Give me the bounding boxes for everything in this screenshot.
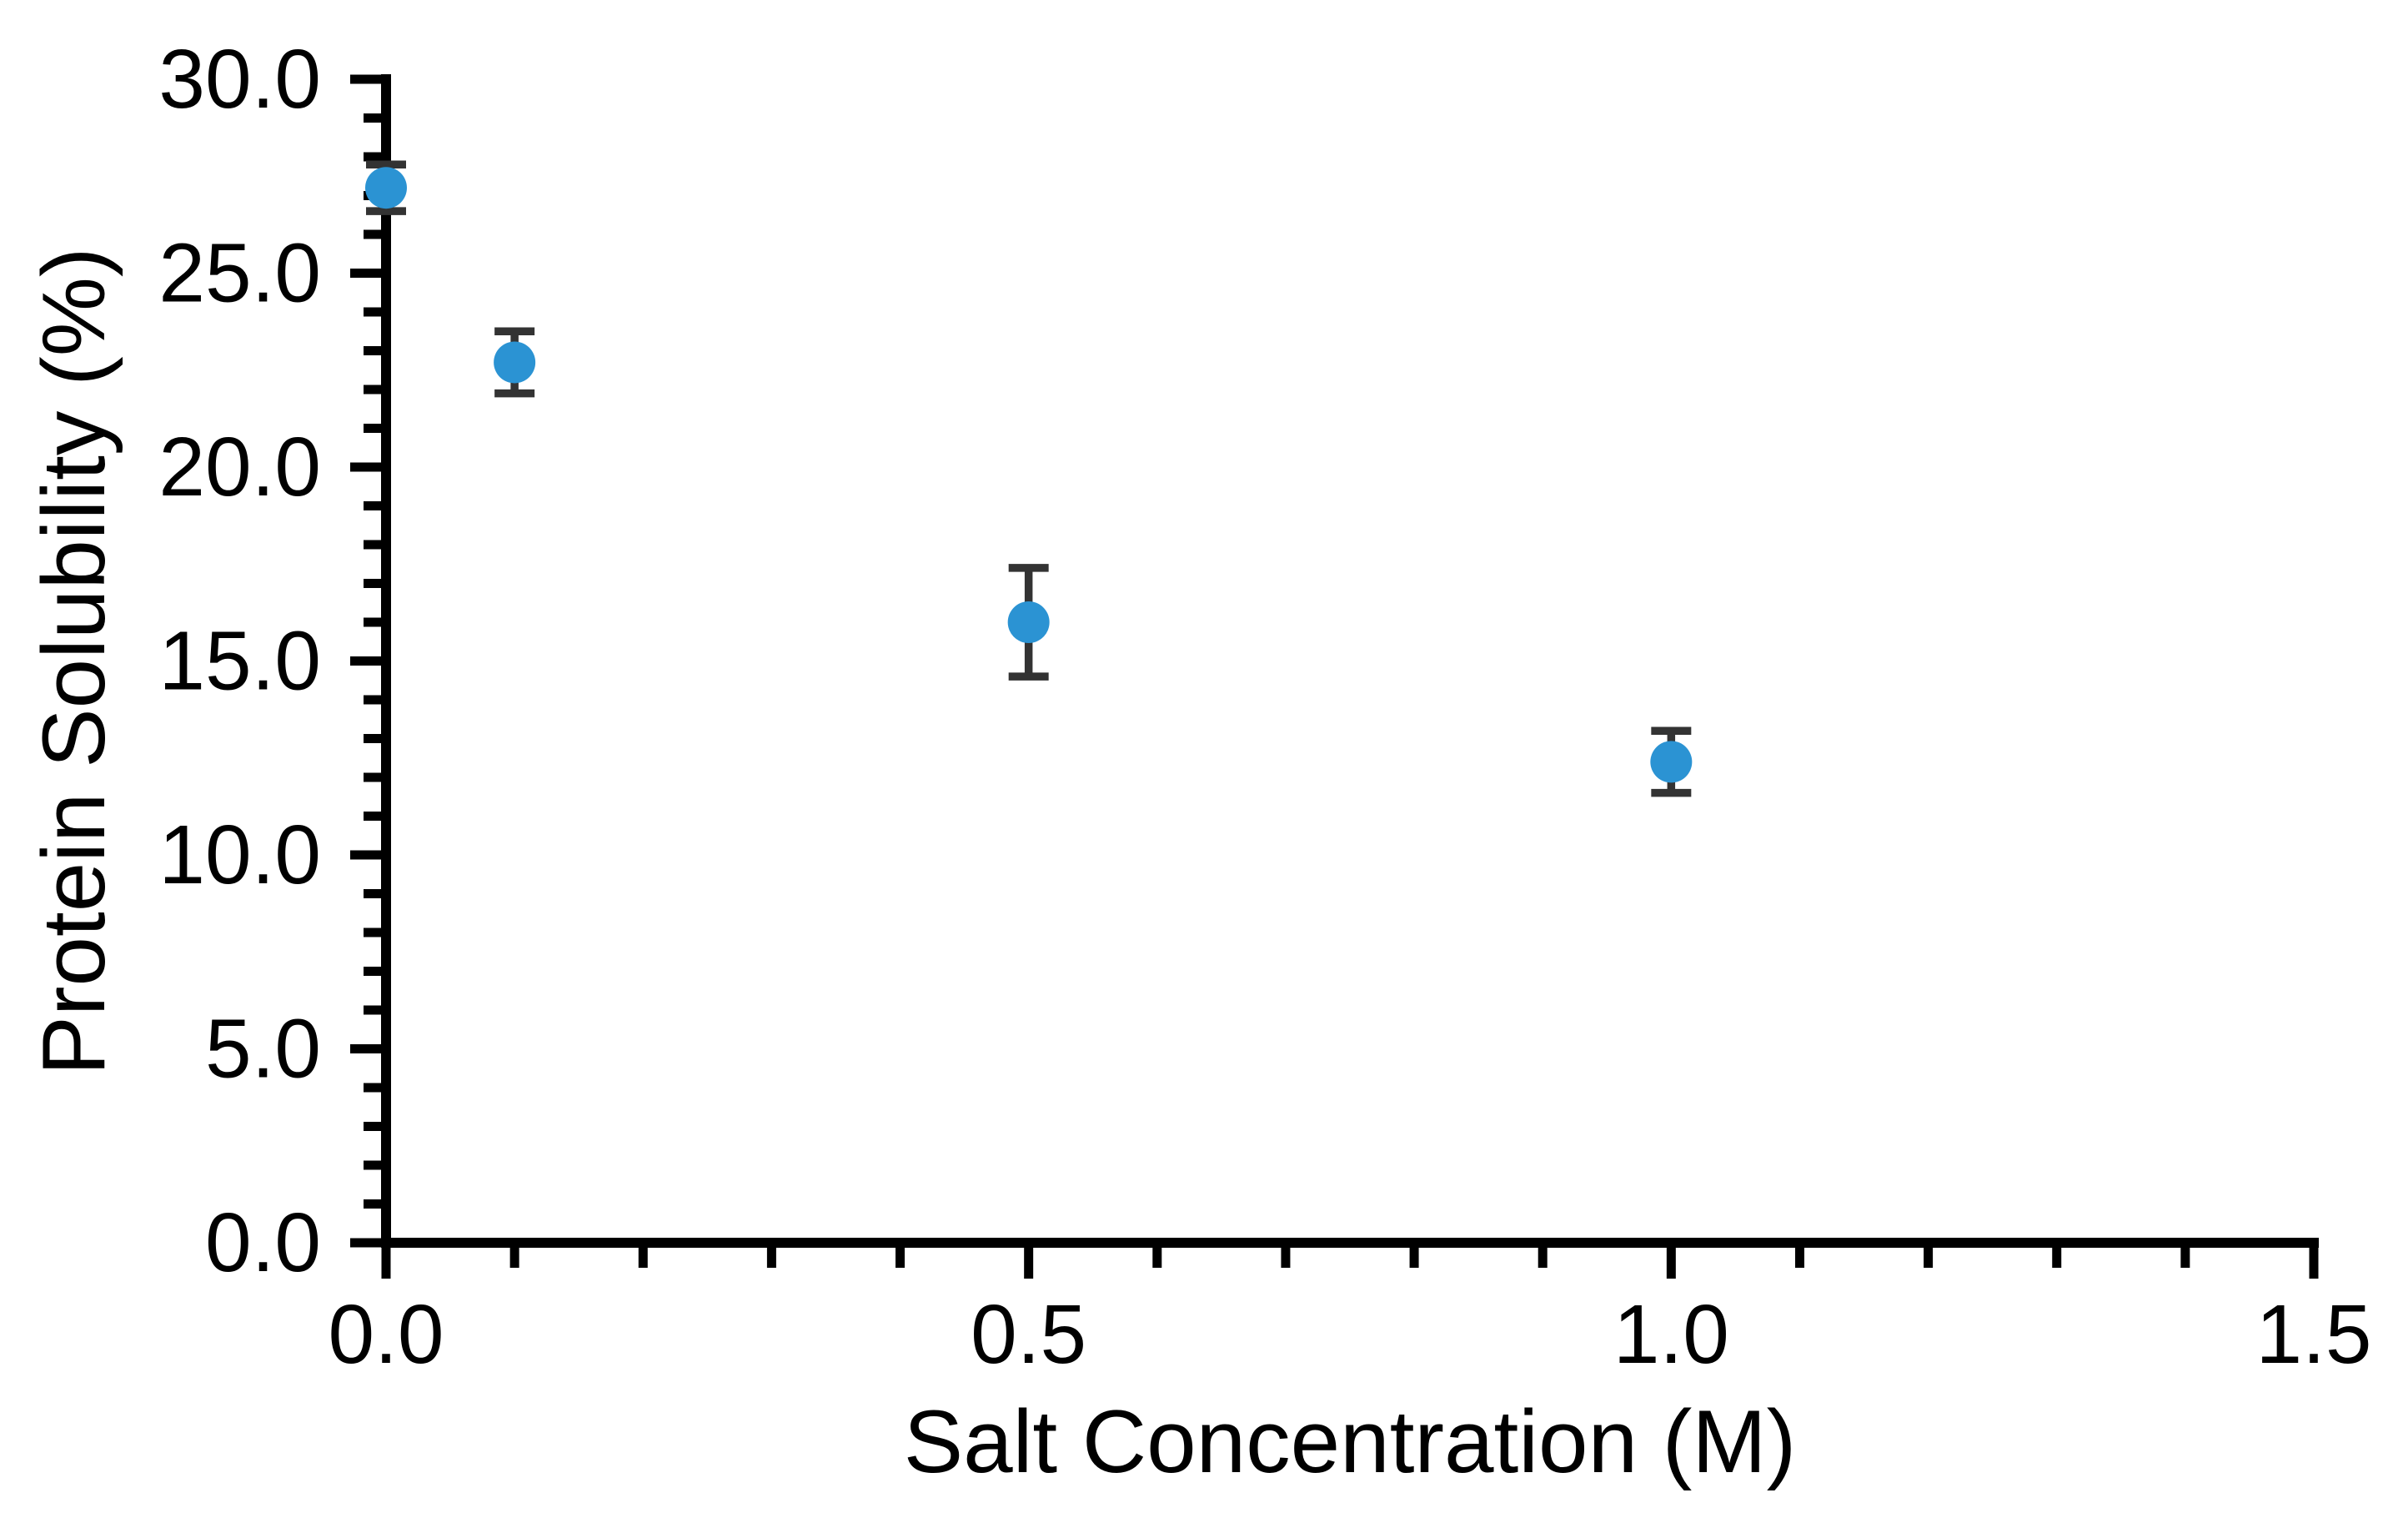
axis-ticks: [350, 74, 2319, 1279]
axis-tick-labels: 0.0 5.0 10.0 15.0 20.0 25.0 30.0 0.0 0.5 1.0 1.5: [158, 33, 2371, 1381]
y-tick-label: 15.0: [158, 615, 321, 708]
y-tick-label: 5.0: [205, 1003, 321, 1096]
axes: [381, 74, 2319, 1248]
data-series: [365, 160, 1693, 797]
x-tick-label: 1.0: [1613, 1288, 1729, 1381]
data-point: [1007, 564, 1050, 681]
data-point: [494, 327, 536, 398]
x-tick-label: 0.5: [971, 1288, 1086, 1381]
x-axis-title: Salt Concentration (M): [904, 1391, 1796, 1491]
y-tick-label: 30.0: [158, 33, 321, 126]
x-tick-label: 0.0: [328, 1288, 444, 1381]
y-tick-label: 25.0: [158, 227, 321, 320]
data-point: [1650, 726, 1693, 797]
x-tick-label: 1.5: [2255, 1288, 2371, 1381]
y-tick-label: 10.0: [158, 808, 321, 902]
y-tick-label: 0.0: [205, 1196, 321, 1289]
data-point: [365, 160, 407, 215]
data-point-marker: [365, 167, 407, 209]
data-point-marker: [494, 341, 536, 384]
data-point-marker: [1007, 601, 1050, 643]
y-tick-label: 20.0: [158, 420, 321, 514]
data-point-marker: [1650, 741, 1693, 783]
y-axis-title: Protein Solubility (%): [23, 247, 123, 1075]
